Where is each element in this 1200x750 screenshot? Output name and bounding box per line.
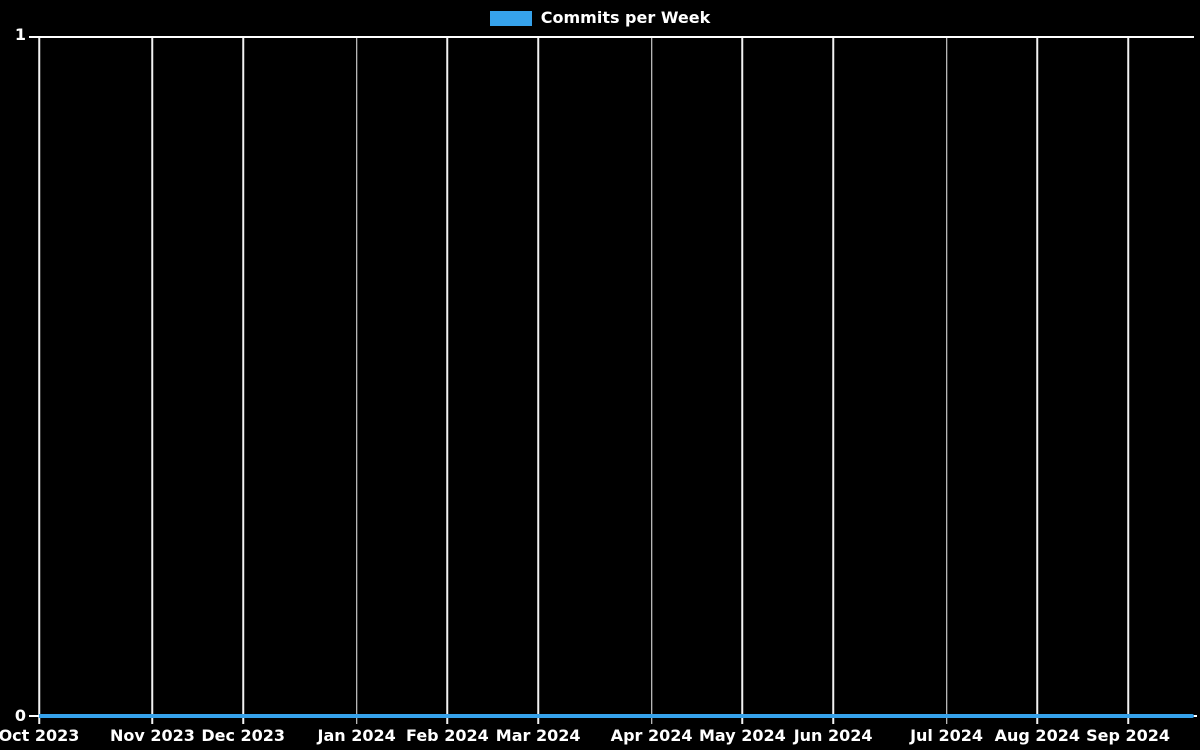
legend-label: Commits per Week	[540, 8, 711, 27]
month-gridline	[1036, 36, 1039, 724]
legend-swatch-icon	[489, 10, 532, 26]
y-max-gridline	[29, 36, 1194, 38]
chart-legend[interactable]: Commits per Week	[0, 8, 1200, 28]
x-axis-tick-label: Aug 2024	[994, 726, 1080, 745]
x-axis-tick-label: May 2024	[698, 726, 786, 745]
month-gridline	[38, 36, 40, 724]
month-gridline	[650, 36, 653, 724]
x-axis-tick-label: Nov 2023	[109, 726, 195, 745]
x-axis-tick-label: Feb 2024	[406, 726, 489, 745]
month-gridline	[151, 36, 154, 724]
y-axis-tick-label-min: 0	[14, 706, 26, 725]
month-gridline	[242, 36, 244, 724]
x-axis-tick-label: Oct 2023	[0, 726, 80, 745]
month-gridline	[1127, 36, 1129, 724]
month-gridline	[537, 36, 539, 724]
month-gridline	[945, 36, 948, 724]
plot-area: Oct 2023 Nov 2023 Dec 2023 Jan 2024 Feb 2024…	[0, 36, 1197, 744]
x-axis-tick-label: Dec 2023	[201, 726, 286, 745]
x-axis-tick-label: Apr 2024	[610, 726, 693, 745]
month-gridline	[355, 36, 358, 724]
y-min-tick	[29, 715, 39, 717]
x-axis-tick-label: Jun 2024	[793, 726, 873, 745]
x-axis-tick-label: Jan 2024	[317, 726, 396, 745]
y-axis-tick-label-max: 1	[14, 25, 26, 44]
month-gridline	[832, 36, 834, 724]
month-gridline	[741, 36, 744, 724]
x-axis-tick-label: Jul 2024	[910, 726, 984, 745]
month-gridline	[446, 36, 449, 724]
commits-data-line	[39, 714, 1194, 718]
x-axis-tick-label: Sep 2024	[1086, 726, 1171, 745]
x-axis-tick-label: Mar 2024	[495, 726, 581, 745]
